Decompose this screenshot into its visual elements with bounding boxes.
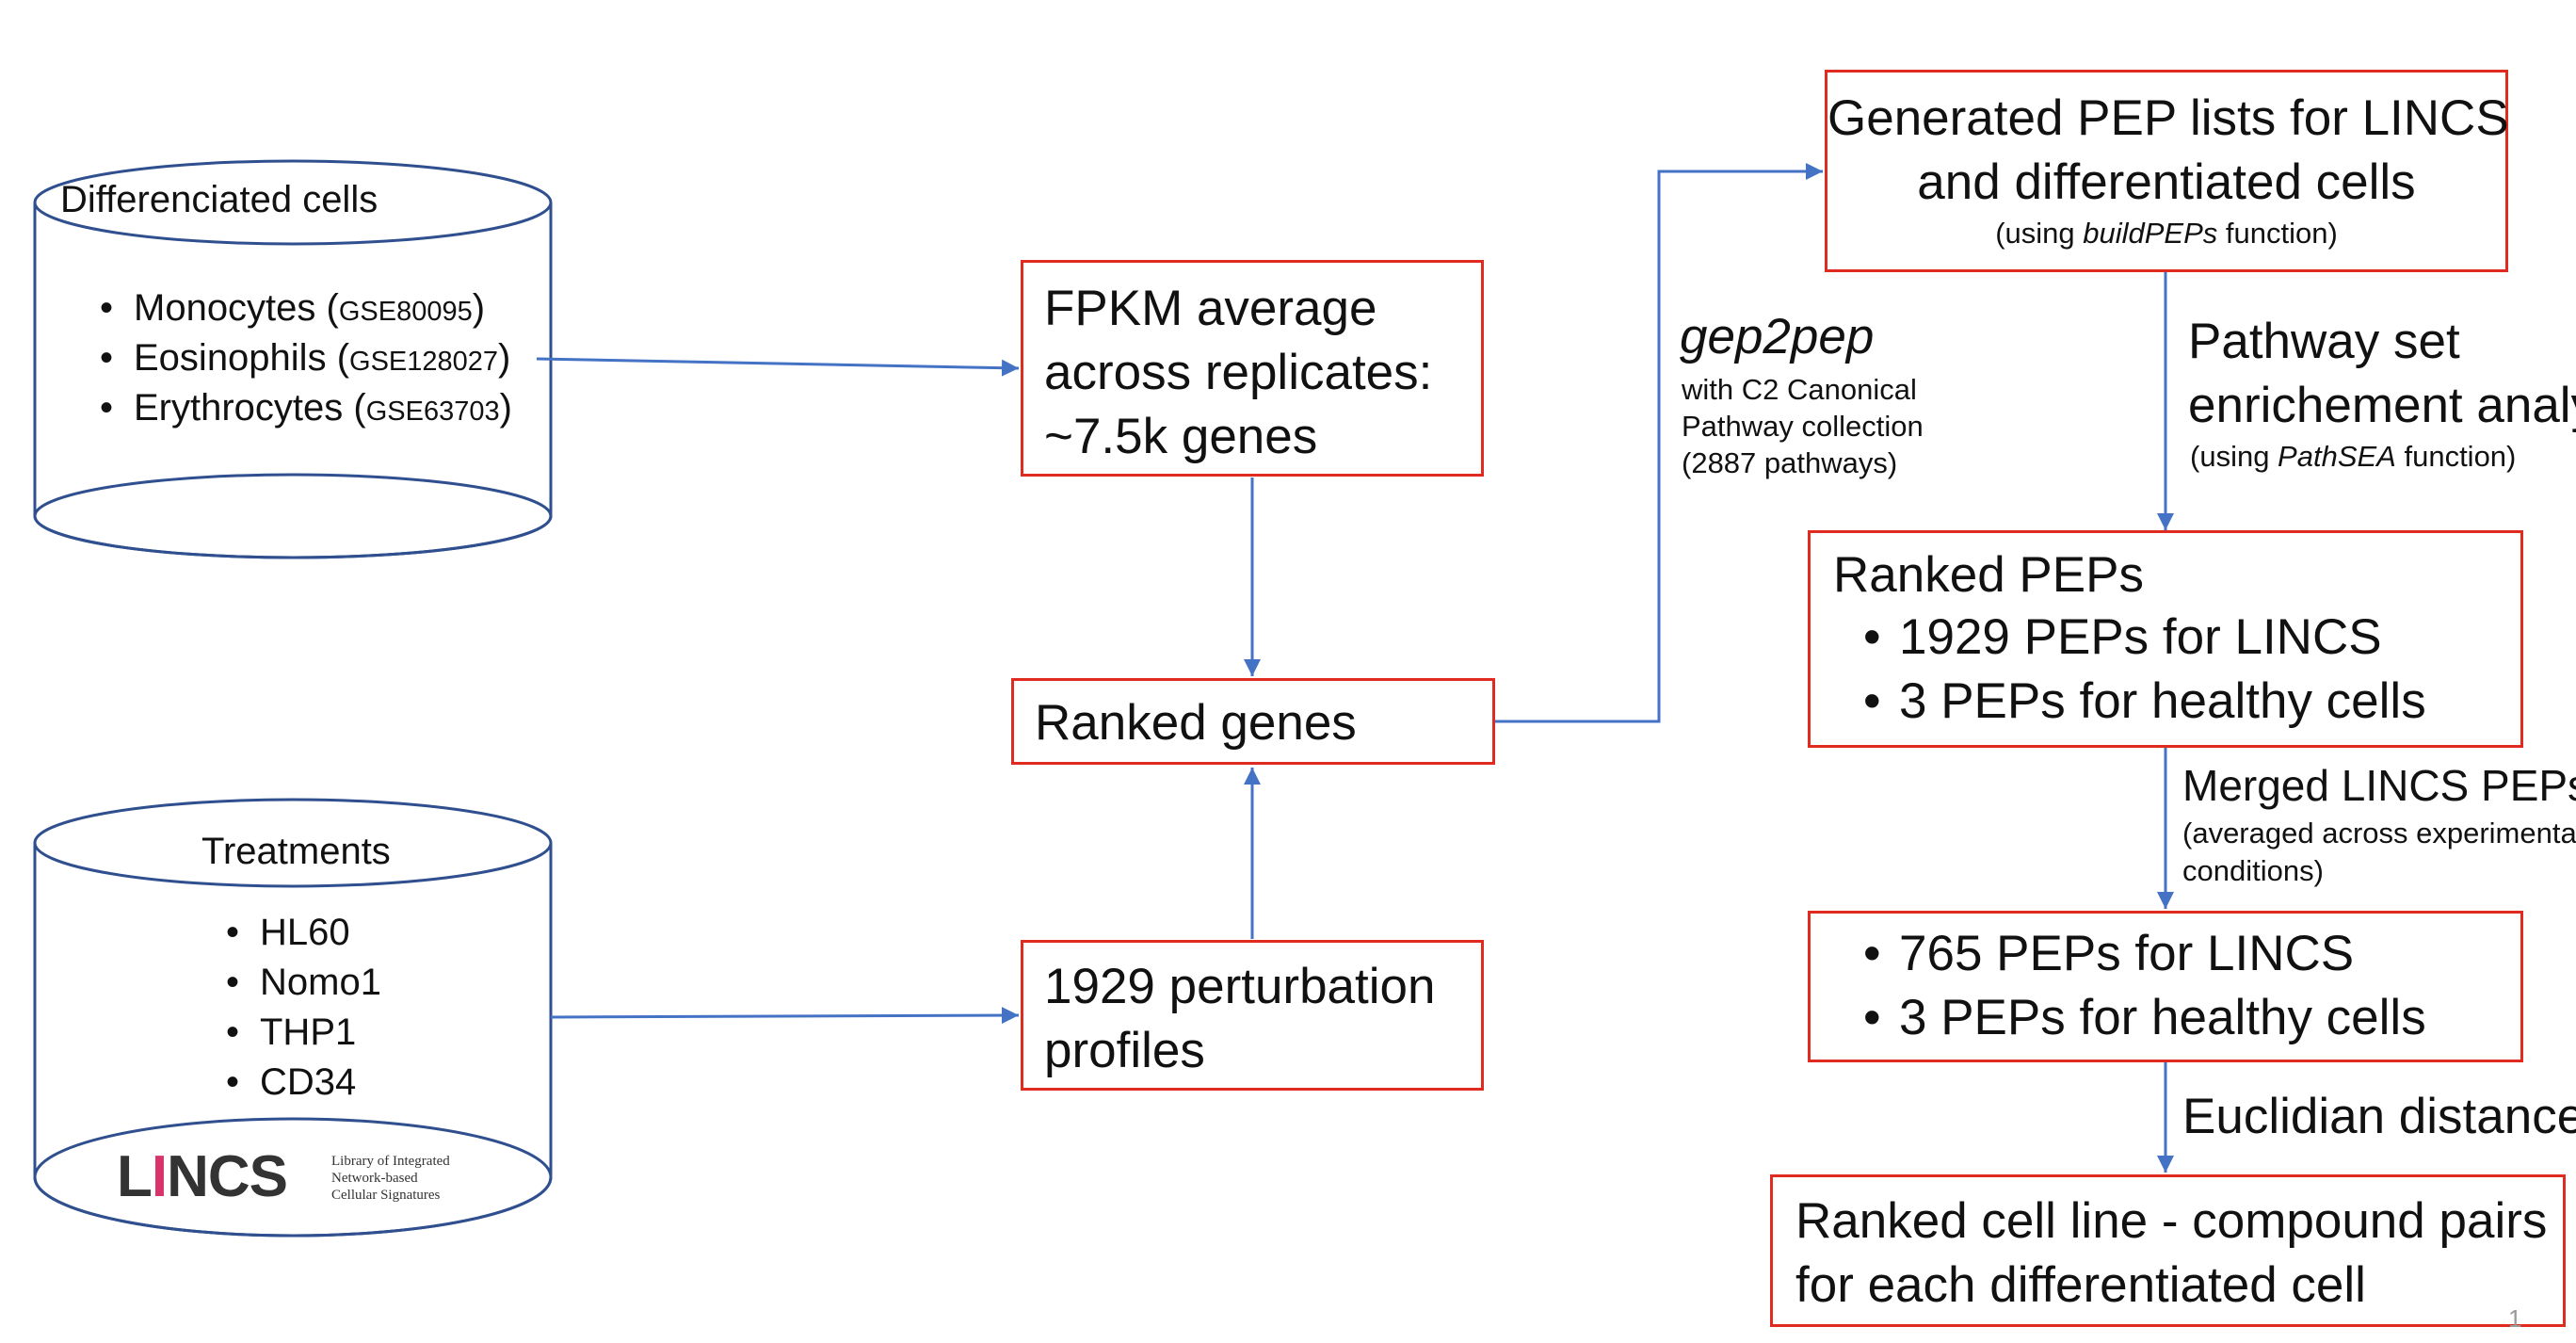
final-box: Ranked cell line - compound pairs for ea…	[1770, 1174, 2566, 1327]
pathway-note: (using PathSEA function)	[2190, 440, 2517, 473]
perturbation-line: profiles	[1044, 1023, 1205, 1078]
page-number: 1	[2508, 1304, 2522, 1333]
ranked-peps-title: Ranked PEPs	[1833, 547, 2144, 603]
fpkm-line: FPKM average	[1044, 281, 1377, 336]
list-item: 3 PEPs for healthy cells	[1863, 989, 2426, 1046]
merged-note: (averaged across experimental	[2182, 817, 2576, 849]
lincs-logo-subtitle: Library of Integrated Network-based Cell…	[331, 1154, 450, 1203]
list-item: THP1	[226, 1011, 356, 1054]
arrow-diff-to-fpkm	[536, 357, 1020, 377]
diff-cells-title: Differenciated cells	[60, 179, 378, 220]
merged-title: Merged LINCS PEPs	[2182, 761, 2576, 810]
list-item: HL60	[226, 912, 349, 954]
pathway-line: enrichement analysis	[2188, 378, 2576, 433]
arrow-ranked-to-generated	[1494, 163, 1823, 723]
final-line: for each differentiated cell	[1795, 1257, 2366, 1313]
fpkm-line: ~7.5k genes	[1044, 409, 1318, 464]
perturbation-line: 1929 perturbation	[1044, 959, 1436, 1014]
list-item: Eosinophils (GSE128027)	[100, 337, 510, 380]
final-line: Ranked cell line - compound pairs	[1795, 1193, 2548, 1249]
generated-line: Generated PEP lists for LINCS	[1827, 90, 2509, 146]
ranked-genes-box: Ranked genes	[1011, 678, 1495, 765]
lincs-logo: II LINCS Library of Integrated Network-b…	[117, 1147, 475, 1207]
lincs-logo-text: LINCS	[117, 1144, 288, 1209]
gep2pep-line: with C2 Canonical	[1682, 373, 1917, 406]
euclid-label: Euclidian distance	[2182, 1089, 2576, 1144]
list-item: 1929 PEPs for LINCS	[1863, 608, 2382, 666]
list-item: 3 PEPs for healthy cells	[1863, 672, 2426, 730]
generated-peps-box: Generated PEP lists for LINCS and differ…	[1825, 70, 2509, 272]
gep2pep-title: gep2pep	[1680, 309, 1875, 364]
fpkm-box: FPKM average across replicates: ~7.5k ge…	[1021, 260, 1484, 477]
merged-peps-box: 765 PEPs for LINCS 3 PEPs for healthy ce…	[1808, 911, 2523, 1062]
generated-note: (using buildPEPs function)	[1995, 217, 2338, 250]
arrow-treat-to-perturb	[550, 1007, 1020, 1025]
ranked-peps-box: Ranked PEPs 1929 PEPs for LINCS 3 PEPs f…	[1808, 530, 2523, 748]
merged-note: conditions)	[2182, 854, 2324, 887]
ranked-genes-label: Ranked genes	[1035, 695, 1357, 751]
list-item: Monocytes (GSE80095)	[100, 287, 485, 330]
list-item: CD34	[226, 1061, 356, 1104]
fpkm-line: across replicates:	[1044, 345, 1433, 400]
treatments-title: Treatments	[201, 831, 391, 872]
gep2pep-line: (2887 pathways)	[1682, 446, 1898, 479]
gep2pep-line: Pathway collection	[1682, 410, 1924, 443]
list-item: Nomo1	[226, 962, 381, 1004]
list-item: 765 PEPs for LINCS	[1863, 925, 2354, 982]
list-item: Erythrocytes (GSE63703)	[100, 387, 512, 429]
generated-line: and differentiated cells	[1917, 154, 2416, 210]
perturbation-box: 1929 perturbation profiles	[1021, 940, 1484, 1091]
pathway-line: Pathway set	[2188, 314, 2460, 369]
